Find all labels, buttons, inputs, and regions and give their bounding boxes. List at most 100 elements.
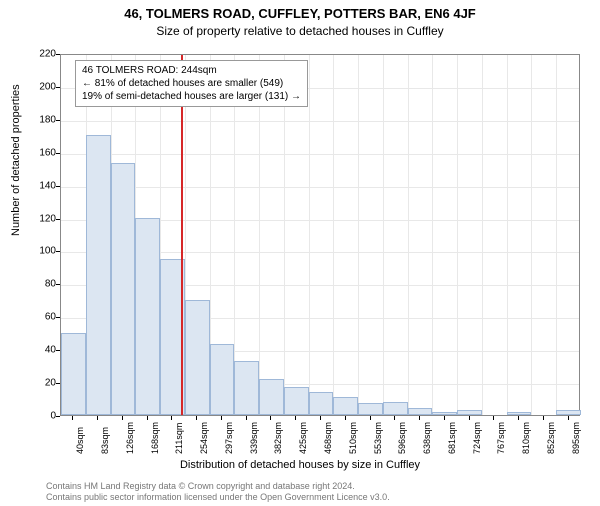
- footer-line-2: Contains public sector information licen…: [46, 492, 390, 503]
- histogram-bar: [210, 344, 235, 415]
- histogram-bar: [556, 410, 581, 415]
- tooltip-line: ← 81% of detached houses are smaller (54…: [82, 77, 301, 90]
- y-tick-mark: [56, 383, 60, 384]
- y-tick-label: 60: [26, 312, 56, 323]
- x-tick-mark: [370, 416, 371, 420]
- histogram-bar: [358, 403, 383, 415]
- histogram-bar: [309, 392, 334, 415]
- histogram-bar: [259, 379, 284, 415]
- x-tick-label: 553sqm: [373, 422, 383, 454]
- grid-line-vertical: [284, 55, 285, 415]
- x-tick-label: 724sqm: [472, 422, 482, 454]
- chart-title-main: 46, TOLMERS ROAD, CUFFLEY, POTTERS BAR, …: [0, 6, 600, 21]
- y-tick-mark: [56, 153, 60, 154]
- x-tick-mark: [345, 416, 346, 420]
- y-tick-mark: [56, 350, 60, 351]
- x-tick-label: 339sqm: [249, 422, 259, 454]
- histogram-bar: [61, 333, 86, 415]
- x-tick-mark: [295, 416, 296, 420]
- y-tick-mark: [56, 284, 60, 285]
- x-tick-mark: [246, 416, 247, 420]
- histogram-bar: [457, 410, 482, 415]
- y-tick-mark: [56, 54, 60, 55]
- y-tick-label: 220: [26, 49, 56, 60]
- x-tick-label: 126sqm: [125, 422, 135, 454]
- histogram-bar: [135, 218, 160, 415]
- y-tick-label: 20: [26, 378, 56, 389]
- tooltip-line: 46 TOLMERS ROAD: 244sqm: [82, 64, 301, 77]
- y-tick-label: 100: [26, 246, 56, 257]
- x-tick-mark: [518, 416, 519, 420]
- x-tick-label: 168sqm: [150, 422, 160, 454]
- x-tick-mark: [394, 416, 395, 420]
- x-tick-mark: [196, 416, 197, 420]
- grid-line-horizontal: [61, 187, 579, 188]
- x-tick-mark: [568, 416, 569, 420]
- x-tick-mark: [270, 416, 271, 420]
- y-tick-mark: [56, 416, 60, 417]
- y-tick-label: 40: [26, 345, 56, 356]
- histogram-bar: [408, 408, 433, 415]
- x-tick-label: 468sqm: [323, 422, 333, 454]
- y-tick-label: 180: [26, 114, 56, 125]
- grid-line-vertical: [333, 55, 334, 415]
- grid-line-vertical: [531, 55, 532, 415]
- chart-plot-area: [60, 54, 580, 416]
- x-tick-mark: [72, 416, 73, 420]
- grid-line-vertical: [383, 55, 384, 415]
- histogram-bar: [234, 361, 259, 415]
- x-tick-label: 810sqm: [521, 422, 531, 454]
- x-tick-mark: [221, 416, 222, 420]
- grid-line-vertical: [259, 55, 260, 415]
- y-axis-label: Number of detached properties: [10, 84, 22, 236]
- y-tick-mark: [56, 186, 60, 187]
- histogram-bar: [383, 402, 408, 415]
- x-tick-label: 382sqm: [273, 422, 283, 454]
- x-tick-label: 895sqm: [571, 422, 581, 454]
- histogram-bar: [432, 412, 457, 415]
- x-tick-label: 681sqm: [447, 422, 457, 454]
- x-tick-label: 297sqm: [224, 422, 234, 454]
- histogram-bar: [185, 300, 210, 415]
- grid-line-vertical: [408, 55, 409, 415]
- grid-line-horizontal: [61, 121, 579, 122]
- x-tick-label: 40sqm: [75, 427, 85, 454]
- x-tick-label: 83sqm: [100, 427, 110, 454]
- y-tick-mark: [56, 87, 60, 88]
- x-tick-mark: [419, 416, 420, 420]
- x-axis-label: Distribution of detached houses by size …: [0, 459, 600, 471]
- x-tick-label: 596sqm: [397, 422, 407, 454]
- x-tick-label: 767sqm: [496, 422, 506, 454]
- x-tick-mark: [147, 416, 148, 420]
- grid-line-vertical: [507, 55, 508, 415]
- x-tick-label: 852sqm: [546, 422, 556, 454]
- histogram-bar: [507, 412, 532, 415]
- y-tick-label: 80: [26, 279, 56, 290]
- y-tick-label: 160: [26, 147, 56, 158]
- y-tick-label: 120: [26, 213, 56, 224]
- x-tick-label: 254sqm: [199, 422, 209, 454]
- x-tick-label: 211sqm: [174, 423, 184, 454]
- x-tick-mark: [97, 416, 98, 420]
- y-tick-label: 0: [26, 411, 56, 422]
- grid-line-horizontal: [61, 154, 579, 155]
- x-tick-label: 510sqm: [348, 422, 358, 454]
- x-tick-mark: [493, 416, 494, 420]
- grid-line-vertical: [309, 55, 310, 415]
- histogram-bar: [111, 163, 136, 415]
- y-tick-mark: [56, 317, 60, 318]
- x-tick-mark: [320, 416, 321, 420]
- reference-tooltip: 46 TOLMERS ROAD: 244sqm← 81% of detached…: [75, 60, 308, 107]
- grid-line-vertical: [432, 55, 433, 415]
- x-tick-label: 638sqm: [422, 422, 432, 454]
- x-tick-mark: [469, 416, 470, 420]
- histogram-bar: [86, 135, 111, 415]
- x-tick-mark: [122, 416, 123, 420]
- grid-line-vertical: [482, 55, 483, 415]
- y-tick-mark: [56, 251, 60, 252]
- histogram-bar: [284, 387, 309, 415]
- x-tick-mark: [171, 416, 172, 420]
- footer-line-1: Contains HM Land Registry data © Crown c…: [46, 481, 390, 492]
- y-tick-label: 200: [26, 81, 56, 92]
- chart-title-sub: Size of property relative to detached ho…: [0, 24, 600, 38]
